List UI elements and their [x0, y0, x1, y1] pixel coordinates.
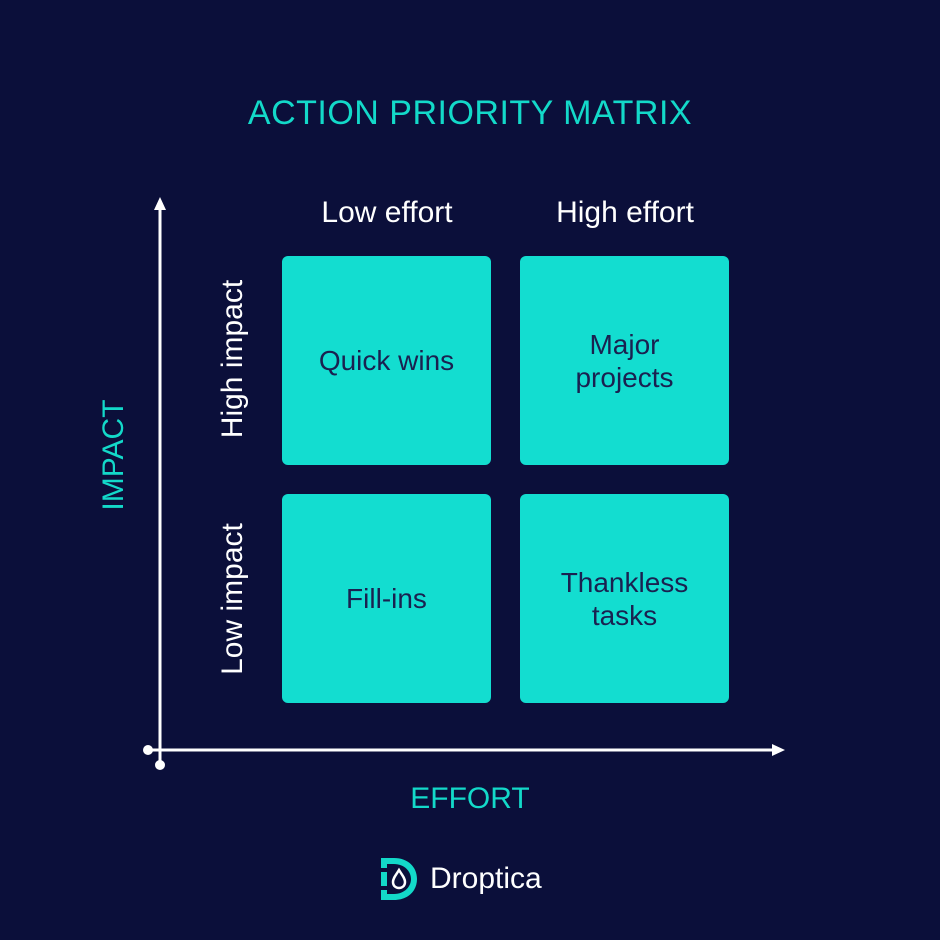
column-label-low-effort: Low effort [321, 196, 453, 229]
x-axis-title: EFFORT [410, 782, 530, 815]
page-title: ACTION PRIORITY MATRIX [247, 94, 693, 132]
brand-logo: Droptica [378, 856, 542, 902]
quadrant-fill-ins: Fill-ins [282, 494, 491, 703]
column-label-high-effort: High effort [556, 196, 694, 229]
quadrant-thankless-tasks: Thankless tasks [520, 494, 729, 703]
y-axis-title: IMPACT [97, 399, 130, 511]
quadrant-major-projects: Major projects [520, 256, 729, 465]
y-axis-origin-dot [155, 760, 165, 770]
brand-name: Droptica [430, 862, 542, 895]
droptica-logo-icon [381, 858, 417, 900]
row-label-low-impact: Low impact [216, 523, 249, 675]
x-axis-arrowhead [772, 744, 785, 756]
quadrant-label: Major projects [575, 328, 674, 393]
quadrant-label: Quick wins [318, 345, 455, 376]
quadrant-label: Fill-ins [346, 583, 427, 614]
x-axis-origin-dot [143, 745, 153, 755]
quadrant-quick-wins: Quick wins [282, 256, 491, 465]
row-label-high-impact: High impact [216, 279, 249, 439]
quadrant-label: Thankless tasks [560, 566, 689, 631]
y-axis-arrowhead [154, 197, 166, 210]
